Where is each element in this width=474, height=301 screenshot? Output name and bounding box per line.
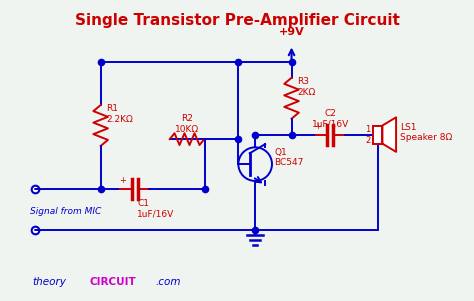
- Bar: [374, 126, 383, 144]
- Text: +: +: [314, 122, 321, 131]
- Text: 1: 1: [365, 125, 371, 134]
- Text: 2: 2: [365, 135, 371, 144]
- Text: Q1
BC547: Q1 BC547: [274, 147, 304, 167]
- Text: Signal from MIC: Signal from MIC: [30, 207, 101, 216]
- Text: C2
1uF/16V: C2 1uF/16V: [311, 109, 349, 128]
- Text: R1
2.2KΩ: R1 2.2KΩ: [106, 104, 133, 124]
- Text: .com: .com: [155, 277, 181, 287]
- Text: theory: theory: [32, 277, 66, 287]
- Text: R2
10KΩ: R2 10KΩ: [175, 114, 199, 134]
- Text: R3
2KΩ: R3 2KΩ: [297, 77, 315, 97]
- Text: +: +: [119, 176, 126, 185]
- Text: Single Transistor Pre-Amplifier Circuit: Single Transistor Pre-Amplifier Circuit: [74, 14, 400, 29]
- Text: C1
1uF/16V: C1 1uF/16V: [137, 199, 174, 219]
- Text: +9V: +9V: [279, 27, 304, 37]
- Text: CIRCUIT: CIRCUIT: [89, 277, 136, 287]
- Text: LS1
Speaker 8Ω: LS1 Speaker 8Ω: [400, 123, 452, 142]
- Polygon shape: [383, 117, 396, 152]
